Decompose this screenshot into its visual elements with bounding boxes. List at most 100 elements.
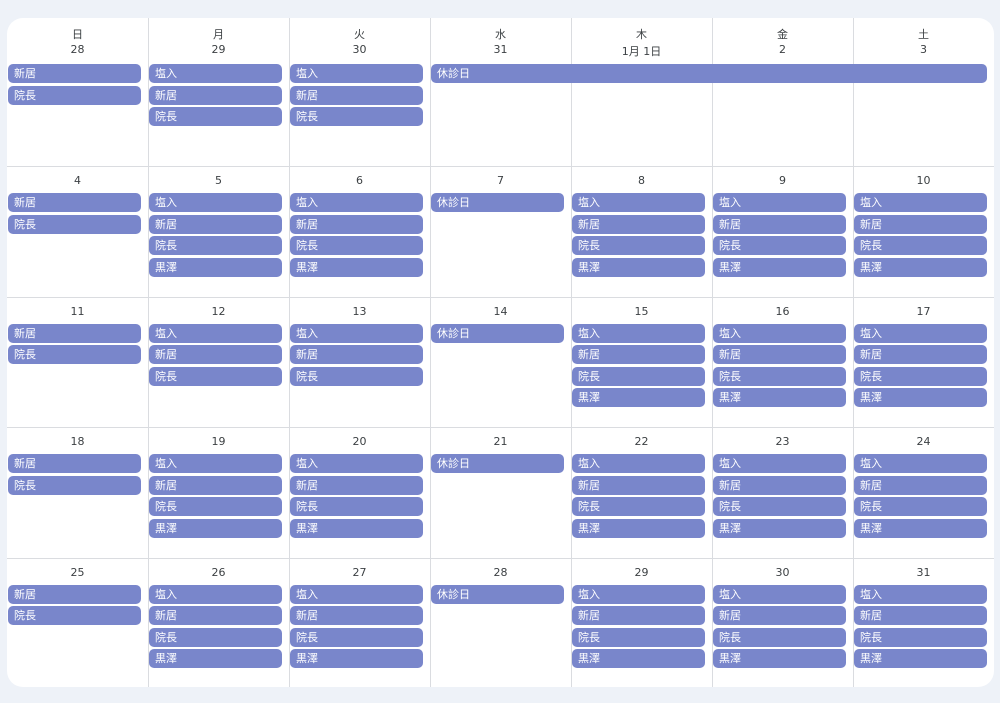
day-number[interactable]: 5 (215, 174, 222, 187)
event-chip[interactable]: 黒澤 (854, 649, 987, 668)
day-number[interactable]: 8 (638, 174, 645, 187)
event-chip[interactable]: 院長 (713, 236, 846, 255)
multi-day-event-chip[interactable]: 休診日 (431, 64, 987, 83)
event-chip[interactable]: 院長 (149, 627, 282, 647)
event-chip[interactable]: 新居 (290, 345, 423, 364)
day-number[interactable]: 3 (920, 43, 927, 56)
event-chip[interactable]: 黒澤 (290, 518, 423, 538)
day-number[interactable]: 6 (356, 174, 363, 187)
event-chip[interactable]: 塩入 (572, 454, 705, 473)
day-number[interactable]: 29 (211, 43, 226, 56)
day-number[interactable]: 11 (70, 304, 85, 318)
event-chip[interactable]: 塩入 (854, 584, 987, 604)
event-chip[interactable]: 新居 (8, 454, 141, 473)
day-number[interactable]: 30 (775, 565, 790, 579)
day-number[interactable]: 4 (74, 174, 81, 187)
event-chip[interactable]: 院長 (290, 627, 423, 647)
event-chip[interactable]: 黒澤 (572, 257, 705, 277)
event-chip[interactable]: 新居 (854, 214, 987, 234)
event-chip[interactable]: 塩入 (149, 454, 282, 473)
event-chip[interactable]: 新居 (854, 475, 987, 495)
event-chip[interactable]: 院長 (854, 366, 987, 386)
event-chip[interactable]: 新居 (8, 193, 141, 212)
day-number[interactable]: 24 (916, 435, 931, 448)
event-chip[interactable]: 黒澤 (572, 388, 705, 407)
day-number[interactable]: 18 (70, 435, 85, 448)
day-number[interactable]: 26 (211, 565, 226, 579)
event-chip[interactable]: 新居 (290, 214, 423, 234)
event-chip[interactable]: 黒澤 (572, 649, 705, 668)
event-chip[interactable]: 塩入 (572, 584, 705, 604)
event-chip[interactable]: 塩入 (290, 193, 423, 212)
event-chip[interactable]: 院長 (854, 236, 987, 255)
event-chip[interactable]: 院長 (8, 345, 141, 364)
event-chip[interactable]: 新居 (572, 606, 705, 625)
day-number[interactable]: 29 (634, 565, 649, 579)
event-chip[interactable]: 新居 (8, 64, 141, 83)
event-chip[interactable]: 新居 (290, 475, 423, 495)
day-number[interactable]: 12 (211, 304, 226, 318)
day-number[interactable]: 31 (493, 43, 508, 56)
day-number[interactable]: 2 (779, 43, 786, 56)
event-chip[interactable]: 院長 (8, 85, 141, 105)
event-chip[interactable]: 黒澤 (149, 649, 282, 668)
event-chip[interactable]: 塩入 (149, 323, 282, 343)
day-number[interactable]: 1月 1日 (621, 45, 662, 58)
event-chip[interactable]: 黒澤 (290, 649, 423, 668)
event-chip[interactable]: 塩入 (290, 323, 423, 343)
day-number[interactable]: 25 (70, 565, 85, 579)
event-chip[interactable]: 塩入 (149, 193, 282, 212)
event-chip[interactable]: 院長 (572, 366, 705, 386)
day-number[interactable]: 13 (352, 304, 367, 318)
day-number[interactable]: 21 (493, 435, 508, 448)
event-chip[interactable]: 院長 (572, 236, 705, 255)
event-chip[interactable]: 新居 (713, 475, 846, 495)
event-chip[interactable]: 院長 (8, 475, 141, 495)
day-number[interactable]: 31 (916, 565, 931, 579)
event-chip[interactable]: 休診日 (431, 454, 564, 473)
event-chip[interactable]: 院長 (290, 236, 423, 255)
event-chip[interactable]: 休診日 (431, 584, 564, 604)
day-number[interactable]: 7 (497, 174, 504, 187)
event-chip[interactable]: 院長 (854, 497, 987, 516)
event-chip[interactable]: 塩入 (713, 584, 846, 604)
event-chip[interactable]: 新居 (713, 345, 846, 364)
event-chip[interactable]: 黒澤 (290, 257, 423, 277)
event-chip[interactable]: 新居 (8, 584, 141, 604)
event-chip[interactable]: 塩入 (572, 323, 705, 343)
event-chip[interactable]: 新居 (713, 214, 846, 234)
event-chip[interactable]: 院長 (290, 366, 423, 386)
event-chip[interactable]: 新居 (8, 323, 141, 343)
day-number[interactable]: 17 (916, 304, 931, 318)
event-chip[interactable]: 黒澤 (854, 518, 987, 538)
event-chip[interactable]: 黒澤 (149, 257, 282, 277)
event-chip[interactable]: 黒澤 (854, 257, 987, 277)
event-chip[interactable]: 院長 (149, 497, 282, 516)
event-chip[interactable]: 塩入 (290, 64, 423, 83)
event-chip[interactable]: 塩入 (572, 193, 705, 212)
event-chip[interactable]: 院長 (290, 497, 423, 516)
event-chip[interactable]: 院長 (149, 236, 282, 255)
day-number[interactable]: 22 (634, 435, 649, 448)
event-chip[interactable]: 塩入 (290, 584, 423, 604)
event-chip[interactable]: 院長 (149, 107, 282, 126)
event-chip[interactable]: 院長 (572, 627, 705, 647)
event-chip[interactable]: 塩入 (854, 454, 987, 473)
event-chip[interactable]: 新居 (149, 345, 282, 364)
event-chip[interactable]: 院長 (8, 606, 141, 625)
event-chip[interactable]: 新居 (572, 345, 705, 364)
event-chip[interactable]: 院長 (149, 366, 282, 386)
event-chip[interactable]: 塩入 (149, 584, 282, 604)
event-chip[interactable]: 新居 (854, 606, 987, 625)
event-chip[interactable]: 院長 (290, 107, 423, 126)
day-number[interactable]: 10 (916, 174, 931, 187)
event-chip[interactable]: 塩入 (713, 323, 846, 343)
event-chip[interactable]: 黒澤 (713, 257, 846, 277)
day-number[interactable]: 9 (779, 174, 786, 187)
event-chip[interactable]: 休診日 (431, 193, 564, 212)
event-chip[interactable]: 新居 (290, 606, 423, 625)
event-chip[interactable]: 塩入 (713, 454, 846, 473)
event-chip[interactable]: 院長 (713, 497, 846, 516)
day-number[interactable]: 20 (352, 435, 367, 448)
event-chip[interactable]: 院長 (854, 627, 987, 647)
